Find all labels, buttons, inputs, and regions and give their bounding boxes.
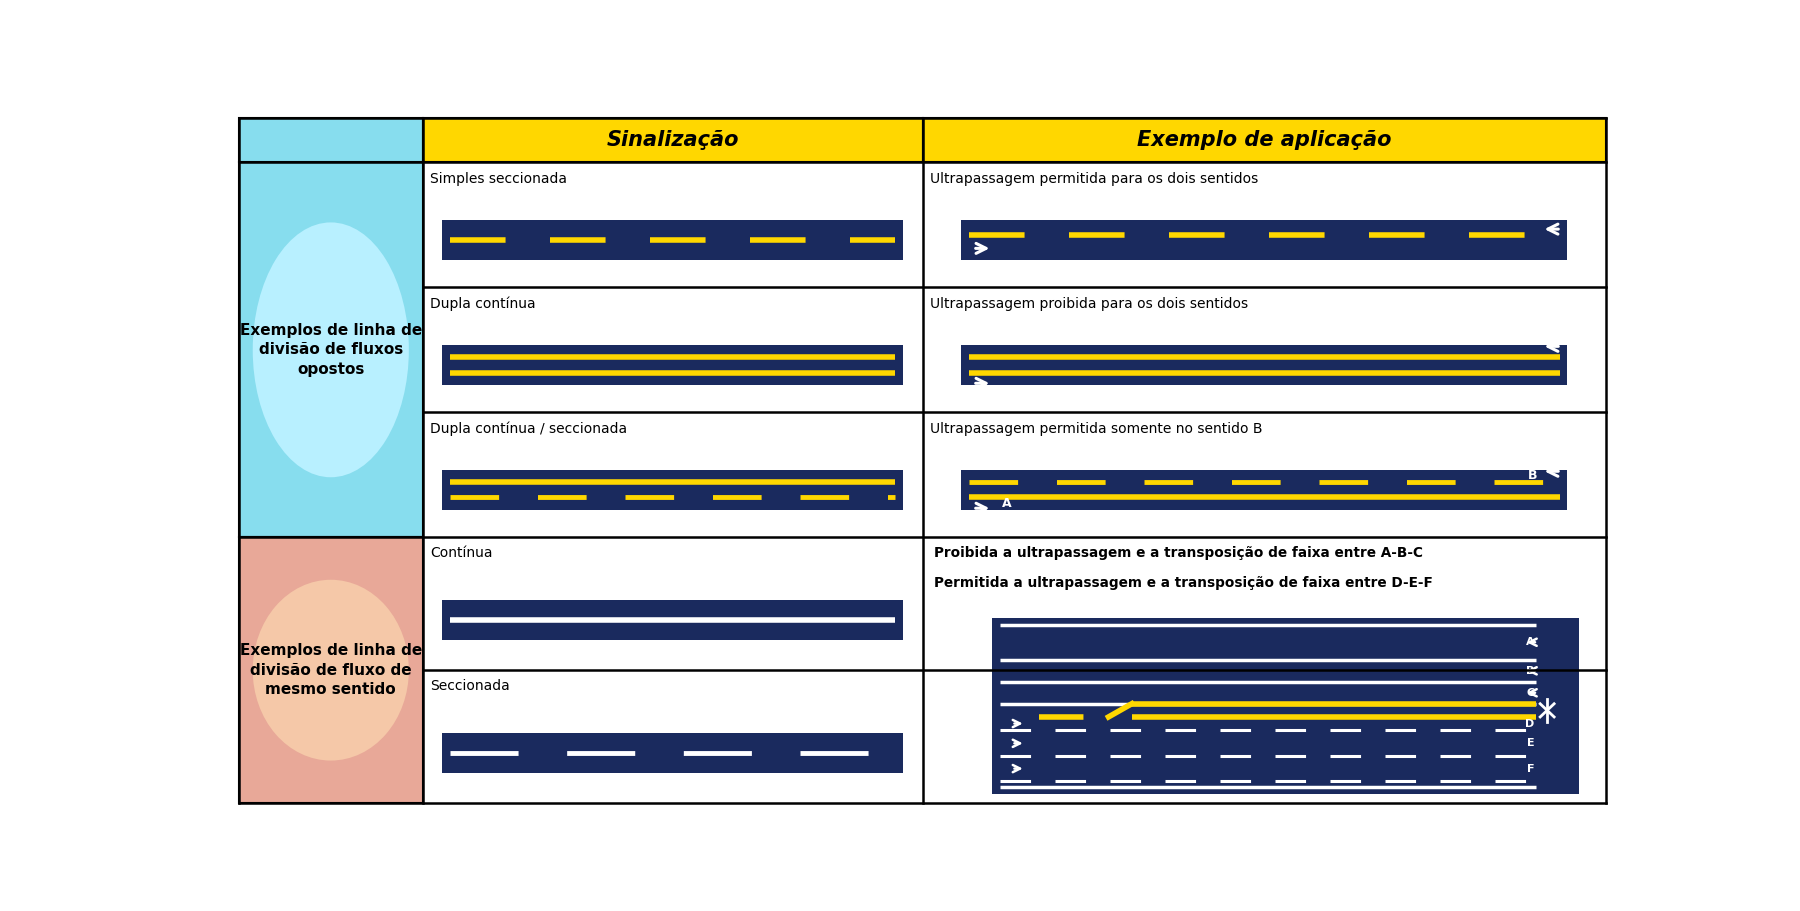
- Text: Contínua: Contínua: [430, 547, 493, 560]
- Text: Ultrapassagem permitida para os dois sentidos: Ultrapassagem permitida para os dois sen…: [931, 171, 1258, 186]
- Bar: [992, 618, 1579, 793]
- Bar: [423, 118, 922, 162]
- Text: Proibida a ultrapassagem e a transposição de faixa entre A-B-C: Proibida a ultrapassagem e a transposiçã…: [934, 547, 1424, 560]
- Text: Exemplos de linha de
divisão de fluxos
opostos: Exemplos de linha de divisão de fluxos o…: [239, 322, 421, 377]
- Text: Dupla contínua / seccionada: Dupla contínua / seccionada: [430, 422, 628, 436]
- Bar: [922, 118, 1606, 162]
- Ellipse shape: [252, 222, 409, 477]
- Bar: [961, 344, 1568, 384]
- Text: E: E: [1526, 738, 1535, 748]
- Bar: [443, 220, 904, 260]
- Bar: [443, 470, 904, 510]
- Bar: [443, 732, 904, 773]
- Bar: [239, 162, 423, 537]
- Text: A: A: [1001, 497, 1012, 510]
- Text: Exemplo de aplicação: Exemplo de aplicação: [1138, 130, 1391, 150]
- Text: C: C: [1526, 688, 1535, 698]
- Bar: [239, 537, 423, 804]
- Text: Sinalização: Sinalização: [607, 130, 738, 150]
- Text: B: B: [1528, 469, 1537, 483]
- Text: Exemplos de linha de
divisão de fluxo de
mesmo sentido: Exemplos de linha de divisão de fluxo de…: [239, 643, 421, 698]
- Text: Seccionada: Seccionada: [430, 680, 509, 693]
- Text: Ultrapassagem permitida somente no sentido B: Ultrapassagem permitida somente no senti…: [931, 422, 1264, 435]
- Text: A: A: [1526, 637, 1535, 647]
- Text: B: B: [1526, 666, 1535, 676]
- Text: D: D: [1526, 719, 1535, 729]
- Bar: [239, 118, 423, 162]
- Ellipse shape: [252, 579, 409, 761]
- Text: Permitida a ultrapassagem e a transposição de faixa entre D-E-F: Permitida a ultrapassagem e a transposiç…: [934, 576, 1433, 589]
- Text: Dupla contínua: Dupla contínua: [430, 297, 536, 312]
- Text: Simples seccionada: Simples seccionada: [430, 171, 567, 186]
- Bar: [961, 220, 1568, 260]
- Bar: [443, 599, 904, 640]
- Bar: [961, 470, 1568, 510]
- Text: Ultrapassagem proibida para os dois sentidos: Ultrapassagem proibida para os dois sent…: [931, 297, 1249, 311]
- Bar: [443, 344, 904, 384]
- Text: F: F: [1526, 763, 1535, 773]
